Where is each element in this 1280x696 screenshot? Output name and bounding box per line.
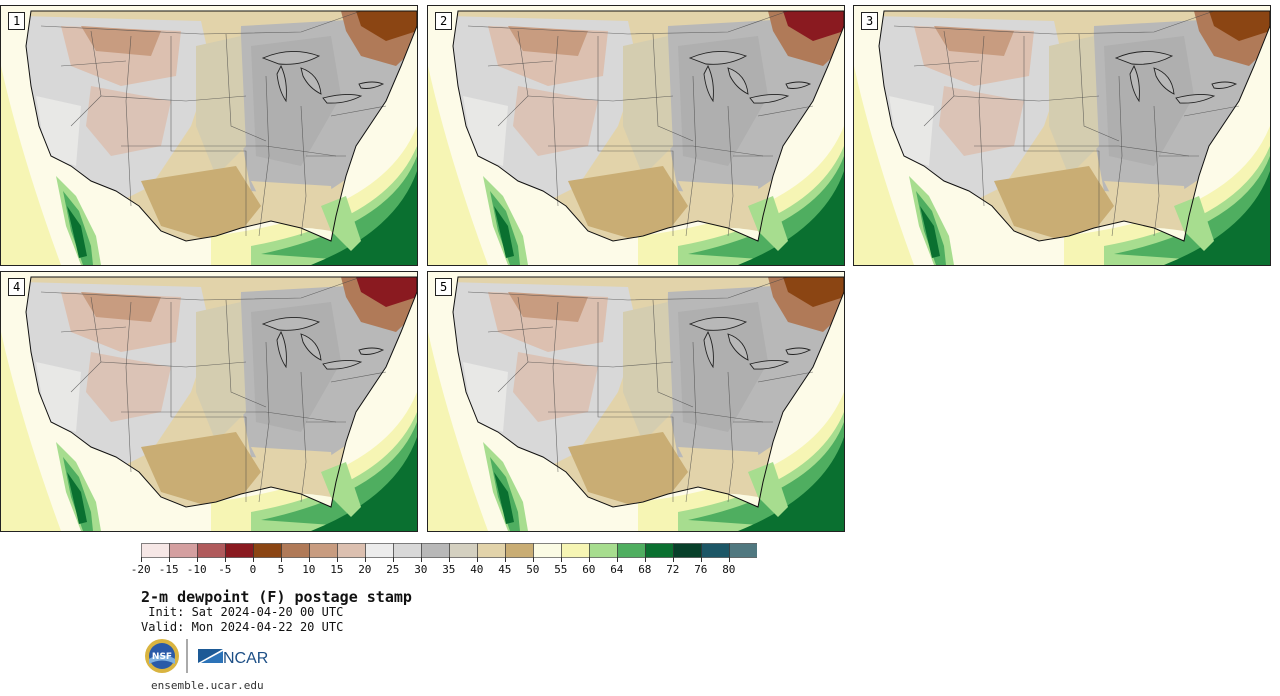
colorbar-swatch — [449, 543, 478, 558]
colorbar-tick-label: 40 — [470, 563, 484, 576]
colorbar-tick-label: 72 — [666, 563, 680, 576]
valid-time: Valid: Mon 2024-04-22 20 UTC — [141, 620, 344, 634]
member-panel: 5 — [427, 271, 845, 532]
colorbar-tick-label: 30 — [414, 563, 428, 576]
member-label: 3 — [861, 12, 879, 30]
nsf-logo-icon: NSF — [145, 639, 179, 673]
colorbar-tick-label: 15 — [330, 563, 344, 576]
colorbar-tick-label: 80 — [722, 563, 736, 576]
colorbar-tick-label: 25 — [386, 563, 400, 576]
dewpoint-map — [1, 272, 417, 531]
colorbar-swatch — [141, 543, 170, 558]
colorbar-tick-label: 68 — [638, 563, 652, 576]
colorbar-tick-label: 20 — [358, 563, 372, 576]
member-panel: 2 — [427, 5, 845, 266]
colorbar-swatch — [729, 543, 757, 558]
colorbar-swatch — [421, 543, 450, 558]
dewpoint-map — [428, 272, 844, 531]
colorbar-swatch — [477, 543, 506, 558]
member-panel: 3 — [853, 5, 1271, 266]
colorbar-swatch — [645, 543, 674, 558]
ncar-logo-icon: NCAR — [198, 649, 268, 667]
member-label: 1 — [8, 12, 26, 30]
colorbar-tick-label: 10 — [302, 563, 316, 576]
plot-title: 2-m dewpoint (F) postage stamp — [141, 588, 412, 606]
member-label: 4 — [8, 278, 26, 296]
colorbar-swatch — [533, 543, 562, 558]
colorbar-swatch — [309, 543, 338, 558]
colorbar-swatch — [169, 543, 198, 558]
colorbar-swatch — [197, 543, 226, 558]
dewpoint-map — [854, 6, 1270, 265]
dewpoint-map — [428, 6, 844, 265]
member-panel: 4 — [0, 271, 418, 532]
dewpoint-map — [1, 6, 417, 265]
colorbar-swatch — [561, 543, 590, 558]
colorbar-swatch — [393, 543, 422, 558]
colorbar-tick-label: -20 — [130, 563, 151, 576]
colorbar-tick-label: -10 — [186, 563, 207, 576]
colorbar-swatch — [253, 543, 282, 558]
member-panel: 1 — [0, 5, 418, 266]
colorbar-tick-label: -15 — [158, 563, 179, 576]
colorbar-swatch — [701, 543, 730, 558]
svg-text:NSF: NSF — [152, 652, 172, 662]
colorbar-swatch — [337, 543, 366, 558]
nsf-ncar-logo: NSF NCAR — [145, 639, 268, 673]
colorbar-swatch — [617, 543, 646, 558]
colorbar-tick-label: 60 — [582, 563, 596, 576]
colorbar-tick-label: 76 — [694, 563, 708, 576]
colorbar-swatch — [589, 543, 618, 558]
colorbar-tick-label: 64 — [610, 563, 624, 576]
init-time: Init: Sat 2024-04-20 00 UTC — [141, 605, 344, 619]
member-label: 2 — [435, 12, 453, 30]
colorbar-tick-label: -5 — [218, 563, 232, 576]
colorbar-tick-label: 50 — [526, 563, 540, 576]
colorbar-tick-label: 35 — [442, 563, 456, 576]
site-url: ensemble.ucar.edu — [151, 679, 264, 692]
colorbar-tick-label: 45 — [498, 563, 512, 576]
colorbar-tick-label: 5 — [277, 563, 285, 576]
colorbar-swatch — [505, 543, 534, 558]
colorbar-tick-label: 55 — [554, 563, 568, 576]
colorbar-swatch — [281, 543, 310, 558]
colorbar-swatch — [673, 543, 702, 558]
member-label: 5 — [435, 278, 453, 296]
svg-text:NCAR: NCAR — [223, 650, 268, 667]
colorbar — [141, 543, 757, 562]
logos: NSF NCAR — [145, 637, 275, 677]
colorbar-swatch — [225, 543, 254, 558]
colorbar-swatch — [365, 543, 394, 558]
colorbar-tick-label: 0 — [249, 563, 257, 576]
